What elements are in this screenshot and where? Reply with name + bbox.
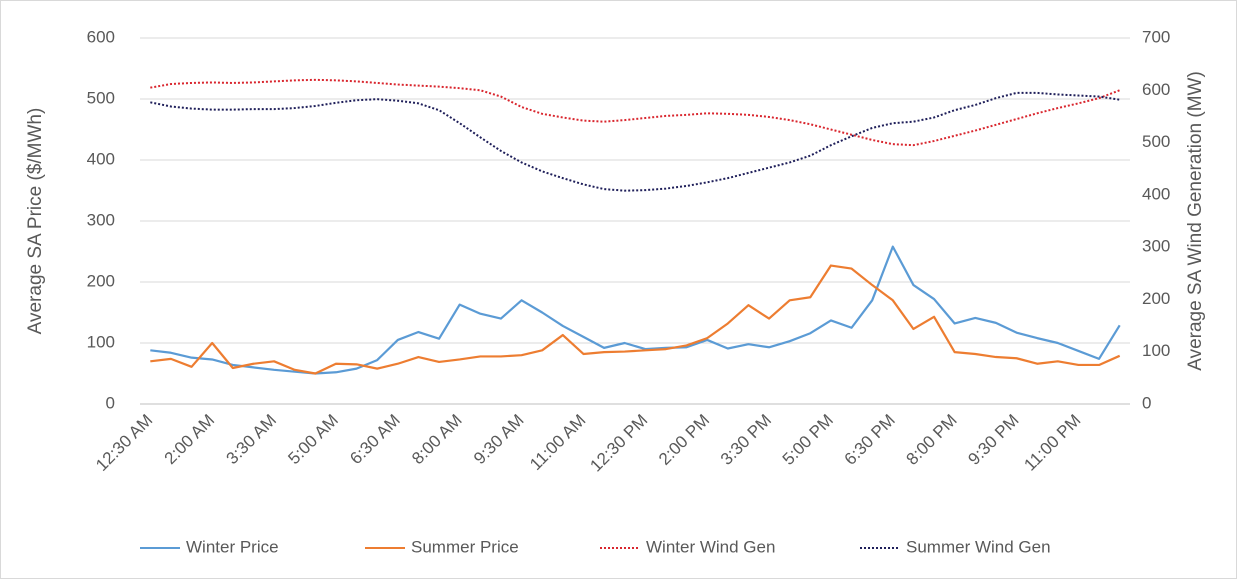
- y-tick-label: 400: [87, 149, 115, 168]
- y2-axis-title: Average SA Wind Generation (MW): [1185, 71, 1206, 371]
- y-tick-label: 200: [87, 271, 115, 290]
- y2-tick-label: 0: [1142, 393, 1151, 412]
- y-tick-label: 300: [87, 210, 115, 229]
- y2-tick-label: 200: [1142, 289, 1170, 308]
- legend-label: Winter Wind Gen: [646, 537, 775, 556]
- y-tick-label: 0: [106, 393, 115, 412]
- y-tick-label: 500: [87, 88, 115, 107]
- y-tick-label: 100: [87, 332, 115, 351]
- y2-tick-label: 300: [1142, 237, 1170, 256]
- y2-tick-label: 500: [1142, 132, 1170, 151]
- y2-tick-label: 400: [1142, 184, 1170, 203]
- series-line: [150, 78, 1121, 147]
- y2-tick-label: 600: [1142, 80, 1170, 99]
- series-line: [150, 264, 1121, 375]
- y-tick-label: 600: [87, 27, 115, 46]
- y-axis-title: Average SA Price ($/MWh): [25, 108, 46, 335]
- legend-label: Winter Price: [186, 537, 279, 556]
- y2-tick-label: 100: [1142, 341, 1170, 360]
- legend-label: Summer Price: [411, 537, 519, 556]
- legend-label: Summer Wind Gen: [906, 537, 1051, 556]
- y2-tick-label: 700: [1142, 27, 1170, 46]
